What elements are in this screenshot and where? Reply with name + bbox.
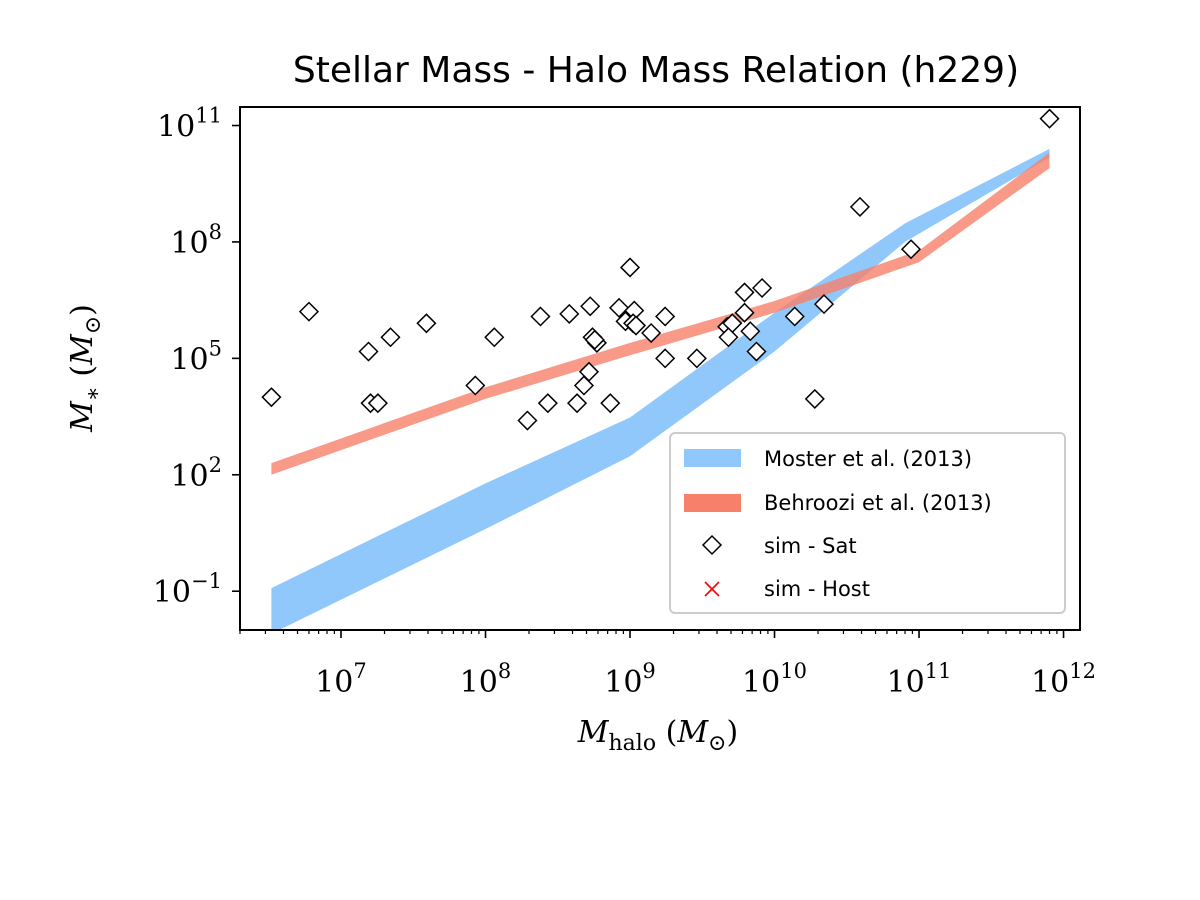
sat-point [530,306,551,327]
points-layer [261,108,1060,431]
bands-layer [271,148,1050,630]
x-axis: 107 108 109 1010 1011 1012 [239,630,1096,700]
legend-marker-sat [701,534,723,556]
sat-point [686,348,707,369]
legend-swatch-moster [684,449,741,467]
x-tick-label: 1012 [1031,659,1096,700]
sat-point [813,294,835,315]
sat-point [416,313,437,334]
sat-point [734,302,755,323]
band-behroozi [271,152,1050,475]
sat-point [734,282,755,303]
sat-point [484,327,505,348]
sat-point [566,393,588,414]
x-tick-label: 107 [315,659,367,700]
sat-point [784,306,805,327]
x-tick-label: 1011 [887,659,952,700]
sat-point [752,277,773,299]
sat-point [537,393,558,414]
legend-marker-host [704,581,720,597]
sat-point [609,297,630,318]
y-axis-label: M∗ (M⊙) [65,304,106,433]
x-tick-label: 109 [604,659,656,700]
sat-point [655,348,676,369]
plot-frame [239,106,1081,631]
legend-label-sat: sim - Sat [764,534,857,558]
sat-point [584,329,605,350]
legend-box [669,432,1066,614]
svg-text:Mhalo (M⊙): Mhalo (M⊙) [577,715,738,756]
sat-point [655,306,676,327]
y-tick-label: 10−1 [153,569,222,610]
band-moster [271,148,1050,630]
sat-point [718,327,739,348]
y-tick-label: 105 [170,336,222,377]
sat-point [600,393,621,414]
sat-point [578,361,600,382]
y-axis: 10−1 102 105 108 1011 [153,104,240,610]
sat-point [367,393,388,414]
y-tick-label: 108 [170,220,222,261]
legend-label-behroozi: Behroozi et al. (2013) [764,491,992,515]
legend-label-moster: Moster et al. (2013) [764,447,972,471]
sat-point [900,239,922,260]
sat-point [849,196,870,217]
svg-text:M∗ (M⊙): M∗ (M⊙) [65,304,106,433]
y-tick-label: 1011 [157,104,222,145]
legend-label-host: sim - Host [764,577,870,601]
sat-point [559,303,580,324]
sat-point [625,315,647,336]
sat-point [580,296,601,317]
sat-point [619,257,641,278]
sat-point [1039,108,1060,129]
sat-point [358,341,379,362]
sat-point [641,322,662,344]
y-tick-label: 102 [170,453,222,494]
x-tick-label: 108 [460,659,512,700]
sat-point [465,375,486,396]
x-tick-label: 1010 [742,659,807,700]
x-axis-label: Mhalo (M⊙) [577,715,738,756]
sat-point [261,387,282,408]
legend-swatch-behroozi [684,494,741,512]
sat-point [740,321,761,342]
legend: Moster et al. (2013) Behroozi et al. (20… [669,432,1066,614]
sat-point [298,301,320,322]
sat-point [517,410,538,431]
sat-point [380,327,401,348]
sat-point [804,388,825,409]
sat-point [746,341,767,362]
chart-title: Stellar Mass - Halo Mass Relation (h229) [293,50,1019,91]
